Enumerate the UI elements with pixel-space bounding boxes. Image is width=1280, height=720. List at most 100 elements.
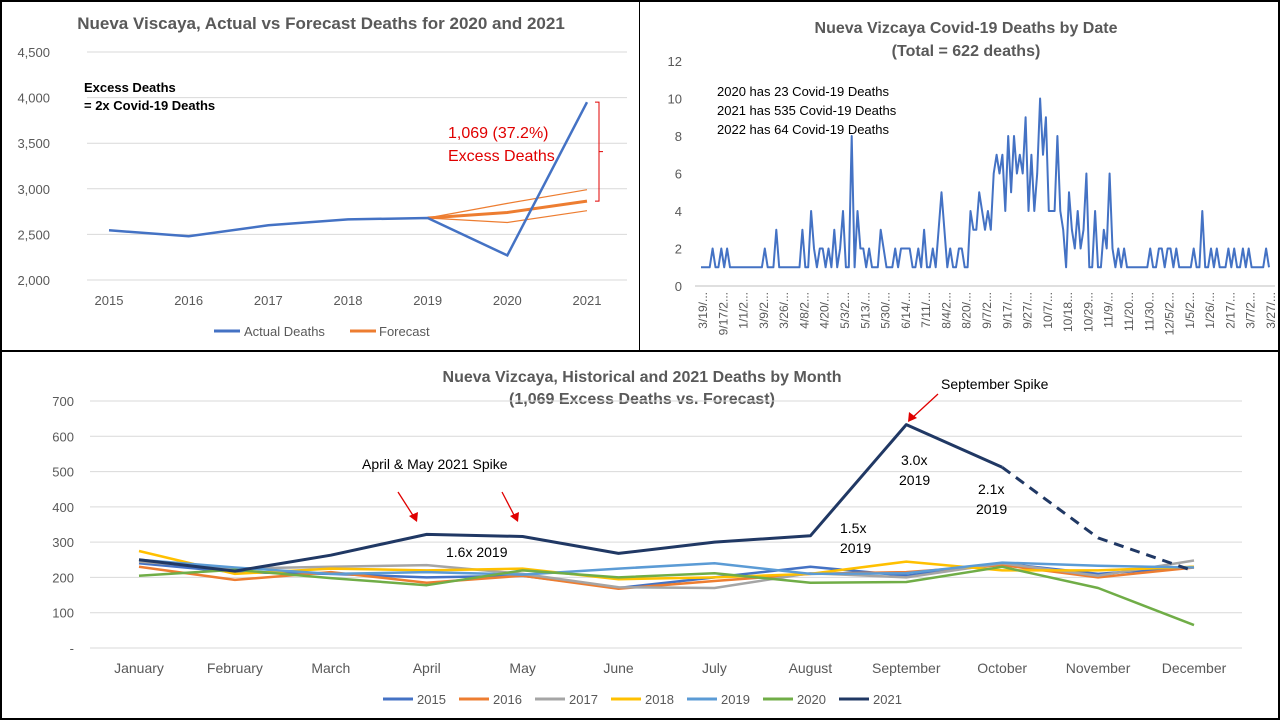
series-2020-line — [138, 565, 1195, 627]
excess-value-label: 1,069 (37.2%) — [448, 125, 549, 142]
actual-vs-forecast-chart: Nueva Viscaya, Actual vs Forecast Deaths… — [17, 14, 627, 339]
x-tick-label: September — [872, 660, 941, 676]
series-actual-deaths-line — [108, 101, 589, 258]
x-tick-label: February — [207, 660, 263, 676]
y-tick-label: 200 — [52, 570, 74, 585]
yearly-total-note: 2022 has 64 Covid-19 Deaths — [717, 122, 890, 137]
x-tick-label: 5/3/2... — [838, 292, 852, 329]
chart-subtitle: (Total = 622 deaths) — [892, 43, 1041, 60]
x-tick-label: 2/17/... — [1223, 292, 1237, 329]
x-tick-label: 9/7/2... — [980, 292, 994, 329]
september-spike-arrowhead — [908, 412, 917, 422]
april-spike-arrowhead — [409, 512, 418, 522]
x-tick-label: 3/19/... — [696, 292, 710, 329]
yearly-total-note: 2020 has 23 Covid-19 Deaths — [717, 84, 890, 99]
actual-vs-forecast-panel: Nueva Viscaya, Actual vs Forecast Deaths… — [0, 0, 640, 352]
x-tick-label: 11/30... — [1142, 292, 1156, 331]
april-may-spike-label: April & May 2021 Spike — [362, 456, 508, 472]
legend-label-2019: 2019 — [721, 692, 750, 707]
x-tick-label: 11/20... — [1122, 292, 1136, 331]
chart-title: Nueva Viscaya, Actual vs Forecast Deaths… — [77, 14, 565, 33]
x-tick-label: November — [1066, 660, 1131, 676]
x-tick-label: 4/8/2... — [797, 292, 811, 329]
x-tick-label: 9/27/... — [1021, 292, 1035, 329]
september-spike-arrow — [911, 393, 939, 419]
y-tick-label: 8 — [675, 129, 682, 144]
y-tick-label: 2 — [675, 242, 682, 257]
may-spike-arrowhead — [510, 512, 519, 522]
october-multiplier-sublabel: 2019 — [976, 501, 1007, 517]
y-tick-label: 600 — [52, 429, 74, 444]
excess-bracket — [595, 101, 603, 202]
x-tick-label: 5/13/... — [858, 292, 872, 329]
x-tick-label: 6/14/... — [899, 292, 913, 329]
covid-deaths-by-date-chart: Nueva Vizcaya Covid-19 Deaths by Date (To… — [668, 20, 1278, 335]
legend-label-2020: 2020 — [797, 692, 826, 707]
x-tick-label: 3/9/2... — [757, 292, 771, 329]
series-covid-deaths-line — [701, 97, 1270, 269]
april-spike-arrow — [397, 491, 415, 518]
august-multiplier-label: 1.5x — [840, 520, 866, 536]
y-tick-label: 700 — [52, 394, 74, 409]
chart-title: Nueva Vizcaya, Historical and 2021 Death… — [443, 369, 842, 386]
x-tick-label: August — [789, 660, 833, 676]
y-tick-label: 400 — [52, 500, 74, 515]
yearly-total-note: 2021 has 535 Covid-19 Deaths — [717, 103, 897, 118]
legend-label-2015: 2015 — [417, 692, 446, 707]
x-tick-label: 11/9/... — [1102, 292, 1116, 328]
x-tick-label: 8/4/2... — [939, 292, 953, 329]
x-tick-label: October — [977, 660, 1027, 676]
legend-label-2017: 2017 — [569, 692, 598, 707]
x-tick-label: July — [702, 660, 727, 676]
august-multiplier-sublabel: 2019 — [840, 540, 871, 556]
y-tick-label: 4,500 — [17, 45, 50, 60]
y-tick-label: 6 — [675, 167, 682, 182]
x-tick-label: 3/7/2... — [1244, 292, 1258, 329]
x-tick-label: 2021 — [573, 293, 602, 308]
x-tick-label: 2017 — [254, 293, 283, 308]
x-tick-label: 1/5/2... — [1183, 292, 1197, 329]
september-multiplier-sublabel: 2019 — [899, 472, 930, 488]
x-tick-label: June — [603, 660, 634, 676]
y-tick-label: 0 — [675, 279, 682, 294]
series-2021-line — [138, 423, 1003, 573]
excess-deaths-note-line2: = 2x Covid-19 Deaths — [84, 98, 215, 113]
x-tick-label: 2015 — [95, 293, 124, 308]
x-tick-label: 5/30/... — [879, 292, 893, 329]
series-2021-projected-line — [1001, 466, 1195, 573]
x-tick-label: 2019 — [413, 293, 442, 308]
x-tick-label: April — [413, 660, 441, 676]
legend-label-2018: 2018 — [645, 692, 674, 707]
x-tick-label: 2020 — [493, 293, 522, 308]
forecast-upper-bound — [427, 189, 588, 219]
x-tick-label: May — [509, 660, 535, 676]
y-tick-label: 3,500 — [17, 136, 50, 151]
x-tick-label: 10/29... — [1081, 292, 1095, 332]
x-tick-label: 3/27/... — [1264, 292, 1278, 329]
series-2019-line — [138, 558, 1195, 576]
legend-label-forecast: Forecast — [379, 324, 430, 339]
x-tick-label: 9/17/... — [1000, 292, 1014, 329]
x-tick-label: 2018 — [334, 293, 363, 308]
x-tick-label: January — [114, 660, 164, 676]
y-tick-label: - — [70, 641, 74, 656]
x-tick-label: 12/5/2... — [1163, 292, 1177, 335]
y-tick-label: 4 — [675, 204, 682, 219]
legend-label-2021: 2021 — [873, 692, 902, 707]
y-tick-label: 4,000 — [17, 91, 50, 106]
october-multiplier-label: 2.1x — [978, 481, 1004, 497]
y-tick-label: 2,000 — [17, 273, 50, 288]
x-tick-label: 1/1/2... — [737, 292, 751, 329]
april-multiplier-label: 1.6x 2019 — [446, 544, 508, 560]
excess-value-label-2: Excess Deaths — [448, 148, 555, 165]
chart-subtitle: (1,069 Excess Deaths vs. Forecast) — [509, 391, 775, 408]
may-spike-arrow — [501, 491, 516, 518]
y-tick-label: 2,500 — [17, 227, 50, 242]
covid-deaths-by-date-panel: Nueva Vizcaya Covid-19 Deaths by Date (To… — [639, 0, 1280, 352]
chart-title: Nueva Vizcaya Covid-19 Deaths by Date — [815, 20, 1118, 37]
x-tick-label: 7/11/... — [919, 292, 933, 328]
forecast-lower-bound — [427, 210, 588, 224]
legend-label-2016: 2016 — [493, 692, 522, 707]
x-tick-label: 10/7/... — [1041, 292, 1055, 329]
y-tick-label: 500 — [52, 465, 74, 480]
